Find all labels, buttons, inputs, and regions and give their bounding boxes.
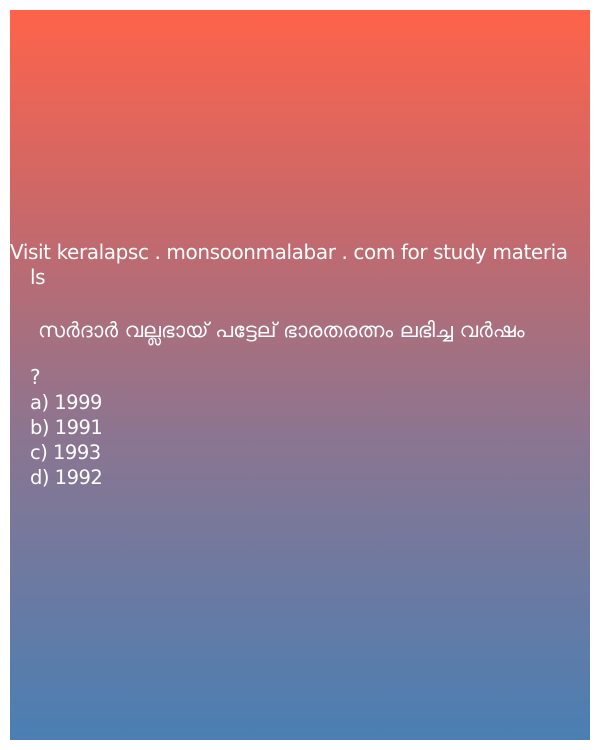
option-b: b) 1991 [30,416,103,439]
option-d: d) 1992 [30,466,103,489]
promo-line-2: ls [30,265,46,289]
option-c: c) 1993 [30,441,101,464]
options-list: a) 1999 b) 1991 c) 1993 d) 1992 [30,390,103,490]
promo-line-1: Visit keralapsc . monsoonmalabar . com f… [10,240,568,264]
promo-text: Visit keralapsc . monsoonmalabar . com f… [10,240,590,290]
quiz-card: Visit keralapsc . monsoonmalabar . com f… [10,10,590,740]
question-text: സർദാർ വല്ലഭായ് പട്ടേല് ഭാരതരത്നം ലഭിച്ച … [38,318,525,342]
option-a: a) 1999 [30,391,102,414]
question-mark: ? [30,365,41,389]
